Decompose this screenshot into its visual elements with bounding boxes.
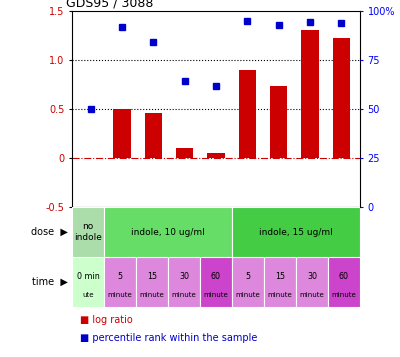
Bar — [207, 153, 225, 158]
Text: time  ▶: time ▶ — [32, 277, 68, 287]
Text: ■ log ratio: ■ log ratio — [80, 315, 133, 325]
Text: 5: 5 — [118, 272, 122, 281]
Bar — [200, 257, 232, 307]
Text: no
indole: no indole — [74, 222, 102, 242]
Text: indole, 15 ug/ml: indole, 15 ug/ml — [259, 227, 333, 237]
Bar — [333, 38, 350, 158]
Bar — [145, 113, 162, 158]
Text: 0 min: 0 min — [77, 272, 99, 281]
Text: ute: ute — [82, 292, 94, 297]
Text: 15: 15 — [147, 272, 157, 281]
Text: 15: 15 — [275, 272, 285, 281]
Text: minute: minute — [140, 292, 164, 297]
Text: ■ percentile rank within the sample: ■ percentile rank within the sample — [80, 333, 257, 343]
Bar — [232, 257, 264, 307]
Bar — [232, 207, 360, 257]
Text: minute: minute — [300, 292, 324, 297]
Text: 5: 5 — [246, 272, 250, 281]
Bar — [239, 70, 256, 158]
Text: dose  ▶: dose ▶ — [31, 227, 68, 237]
Bar — [136, 257, 168, 307]
Bar — [104, 207, 232, 257]
Bar — [168, 257, 200, 307]
Text: 30: 30 — [179, 272, 189, 281]
Text: minute: minute — [108, 292, 132, 297]
Bar — [301, 30, 318, 158]
Text: minute: minute — [172, 292, 196, 297]
Text: minute: minute — [204, 292, 228, 297]
Text: minute: minute — [268, 292, 292, 297]
Text: minute: minute — [236, 292, 260, 297]
Bar — [176, 148, 193, 158]
Text: 30: 30 — [307, 272, 317, 281]
Bar — [296, 257, 328, 307]
Text: 60: 60 — [339, 272, 349, 281]
Bar — [270, 86, 287, 158]
Bar — [114, 109, 131, 158]
Text: GDS95 / 3088: GDS95 / 3088 — [66, 0, 154, 10]
Text: minute: minute — [332, 292, 356, 297]
Text: 60: 60 — [211, 272, 221, 281]
Text: indole, 10 ug/ml: indole, 10 ug/ml — [131, 227, 205, 237]
Bar — [104, 257, 136, 307]
Bar — [72, 207, 104, 257]
Bar — [72, 257, 104, 307]
Bar — [264, 257, 296, 307]
Bar — [328, 257, 360, 307]
